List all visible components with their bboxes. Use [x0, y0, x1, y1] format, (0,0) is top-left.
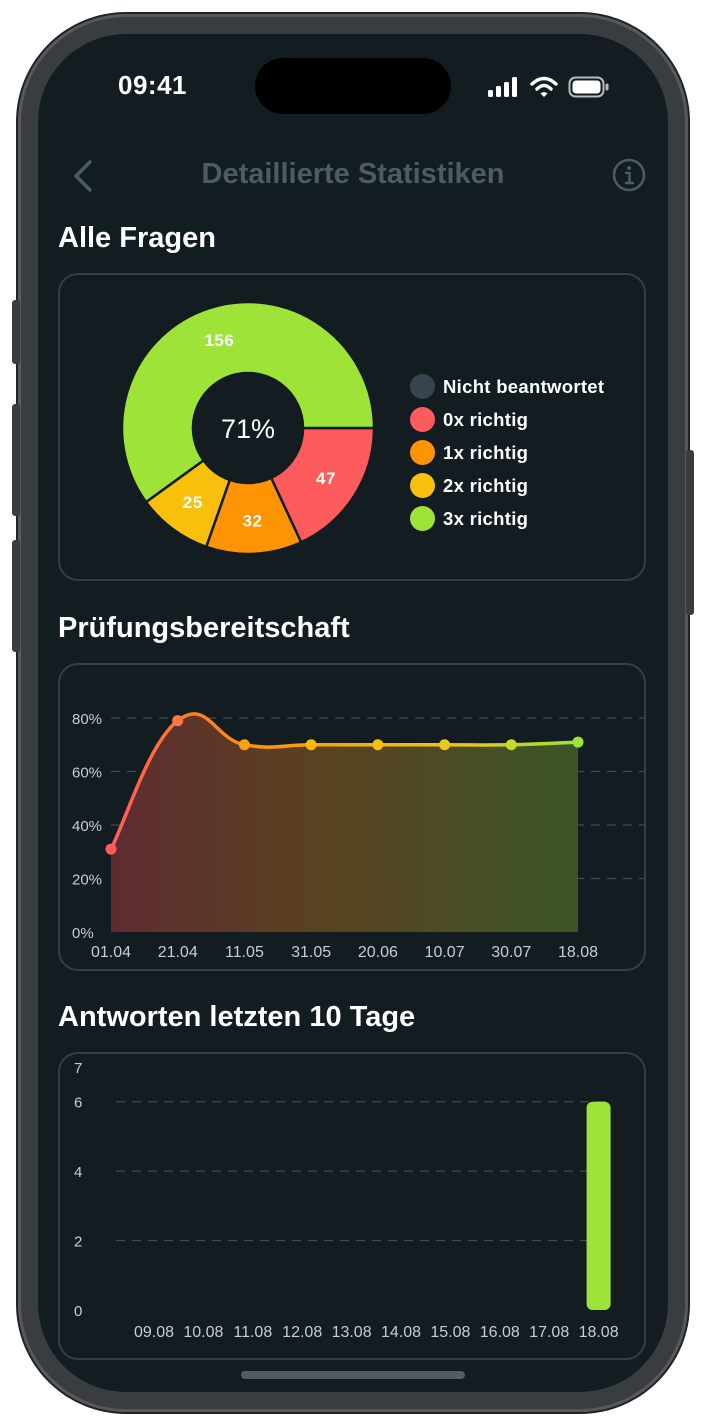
- legend-label: 0x richtig: [443, 408, 529, 430]
- slice-value-label: 47: [316, 469, 336, 488]
- legend-label: 2x richtig: [443, 474, 529, 496]
- legend-item-0x: 0x richtig: [410, 403, 604, 436]
- y-tick-label: 6: [74, 1095, 82, 1112]
- donut-center-label: 71%: [221, 414, 275, 444]
- readiness-area-chart: 0% 20% 40% 60% 80% 01.04 21.04 11.05 31.05 20.06 1…: [72, 711, 645, 961]
- y-tick-label: 80%: [72, 711, 102, 728]
- legend-dot: [410, 407, 435, 432]
- donut-slice: [120, 300, 376, 504]
- y-tick-label: 40%: [72, 818, 102, 835]
- home-indicator: [241, 1371, 465, 1379]
- legend-label: 3x richtig: [443, 507, 529, 529]
- legend-dot: [410, 473, 435, 498]
- y-tick-label: 7: [74, 1060, 82, 1077]
- data-point: [305, 739, 317, 751]
- status-icons: [488, 76, 610, 98]
- x-tick-label: 11.05: [225, 944, 264, 961]
- data-point: [172, 715, 184, 727]
- legend-item-3x: 3x richtig: [410, 502, 604, 535]
- data-point: [439, 739, 451, 751]
- x-tick-label: 17.08: [529, 1324, 569, 1341]
- data-point: [505, 739, 517, 751]
- donut-card: [58, 273, 646, 581]
- legend-dot: [410, 506, 435, 531]
- x-tick-label: 14.08: [381, 1324, 421, 1341]
- battery-icon: [568, 76, 609, 98]
- status-time: 09:41: [118, 70, 187, 100]
- page-title: Detaillierte Statistiken: [201, 158, 505, 190]
- x-tick-label: 10.07: [425, 944, 465, 961]
- slice-value-label: 25: [183, 493, 203, 512]
- x-tick-label: 20.06: [358, 944, 398, 961]
- x-tick-label: 30.07: [491, 944, 531, 961]
- x-tick-label: 18.08: [579, 1324, 619, 1341]
- slice-value-label: 32: [243, 511, 263, 530]
- section-title-all-questions: Alle Fragen: [58, 222, 216, 254]
- section-title-readiness: Prüfungsbereitschaft: [58, 612, 350, 644]
- legend-label: 1x richtig: [443, 441, 529, 463]
- data-point: [238, 739, 250, 751]
- x-tick-label: 11.08: [233, 1324, 272, 1341]
- x-tick-label: 16.08: [480, 1324, 520, 1341]
- x-tick-label: 01.04: [91, 944, 131, 961]
- donut-slice: [269, 426, 376, 544]
- x-tick-label: 12.08: [282, 1324, 322, 1341]
- data-point: [372, 739, 384, 751]
- section-title-last-days: Antworten letzten 10 Tage: [58, 1001, 416, 1033]
- y-tick-label: 20%: [72, 872, 102, 889]
- signal-icon: [488, 77, 517, 97]
- y-tick-label: 60%: [72, 765, 102, 782]
- donut-chart: 47 32 25 156 71%: [120, 300, 376, 556]
- slice-value-label: 156: [204, 331, 234, 350]
- answers-card: [58, 1052, 646, 1360]
- x-tick-label: 18.08: [558, 944, 598, 961]
- x-tick-label: 09.08: [134, 1324, 174, 1341]
- data-point: [105, 843, 117, 855]
- y-tick-label: 0%: [72, 925, 94, 942]
- info-circle-icon[interactable]: [612, 158, 646, 192]
- legend-item-not-answered: Nicht beantwortet: [410, 370, 604, 403]
- wifi-icon: [530, 76, 558, 97]
- volume-down-button: [12, 540, 20, 652]
- action-button: [12, 300, 20, 364]
- legend-dot: [410, 440, 435, 465]
- y-tick-label: 2: [74, 1234, 82, 1251]
- screen: 09:41 Detaillierte Statistiken Alle Frag…: [38, 34, 668, 1392]
- data-point: [572, 736, 584, 748]
- legend-label: Nicht beantwortet: [443, 375, 605, 397]
- x-tick-label: 21.04: [158, 944, 198, 961]
- dynamic-island: [255, 58, 451, 114]
- answers-bar-chart: 0 2 4 6 7 09.08 10.08 11.08 12.08 13.08 14.08 15.08…: [74, 1060, 619, 1341]
- x-tick-label: 15.08: [430, 1324, 470, 1341]
- readiness-card: [58, 663, 646, 971]
- x-tick-label: 31.05: [291, 944, 331, 961]
- donut-legend: Nicht beantwortet 0x richtig 1x richtig …: [410, 370, 604, 535]
- y-tick-label: 0: [74, 1303, 82, 1320]
- legend-item-2x: 2x richtig: [410, 469, 604, 502]
- bar: [586, 1101, 611, 1310]
- y-tick-label: 4: [74, 1164, 82, 1181]
- x-tick-label: 10.08: [183, 1324, 223, 1341]
- x-tick-label: 13.08: [332, 1324, 372, 1341]
- legend-item-1x: 1x richtig: [410, 436, 604, 469]
- legend-dot: [410, 374, 435, 399]
- area-fill: [111, 713, 578, 932]
- chevron-left-icon[interactable]: [68, 156, 98, 196]
- power-button: [686, 450, 694, 615]
- volume-up-button: [12, 404, 20, 516]
